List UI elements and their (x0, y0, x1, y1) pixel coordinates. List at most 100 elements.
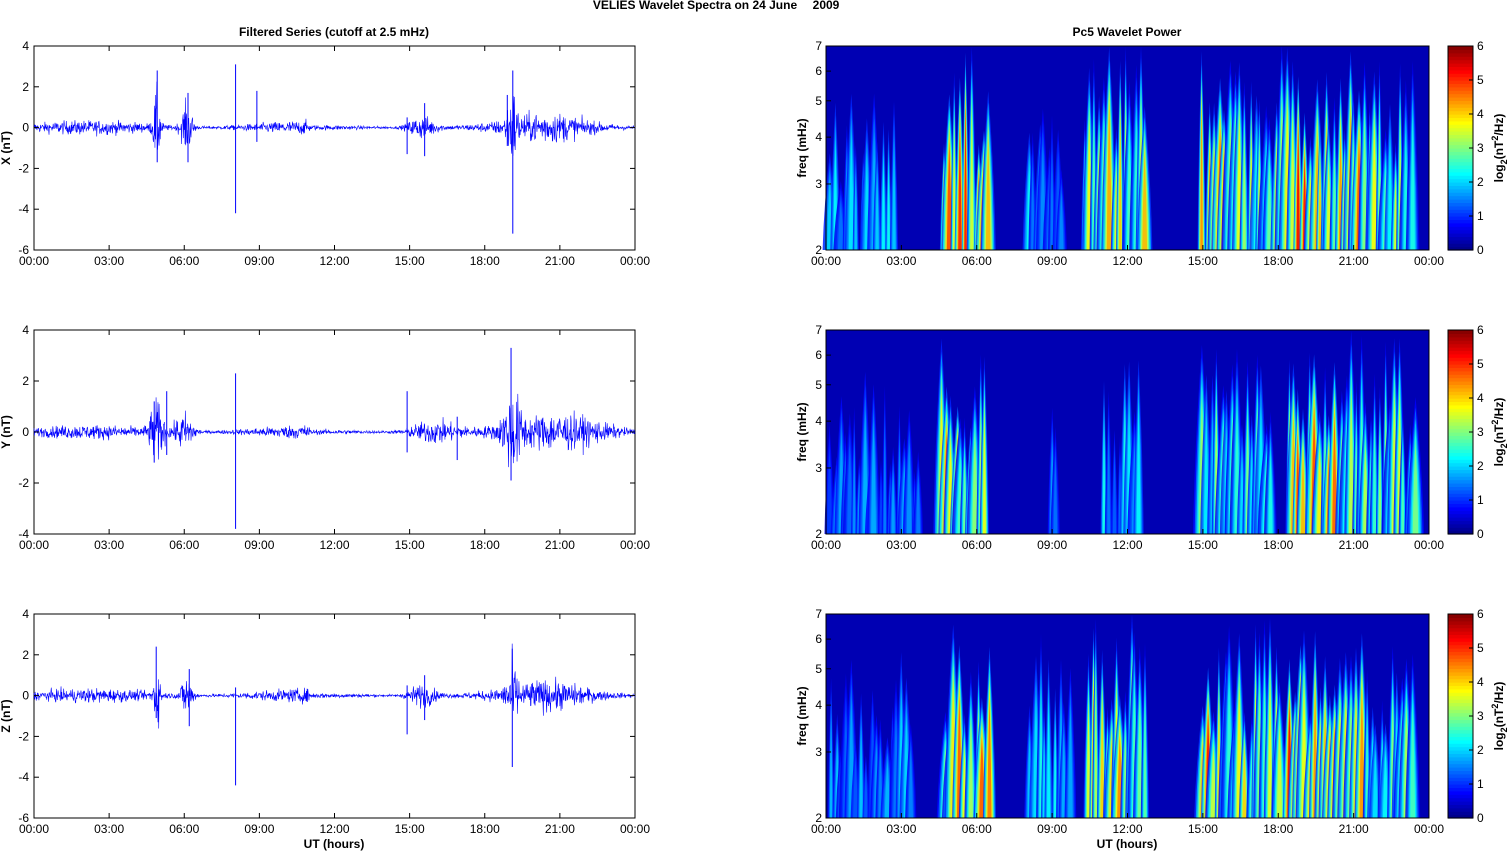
power-streak (1363, 443, 1368, 534)
xtick-label: 00:00 (1414, 254, 1444, 268)
colorbar-segment (1448, 804, 1473, 809)
colorbar-segment (1448, 63, 1473, 67)
freq-tick-label: 5 (815, 94, 822, 108)
colorbar-segment (1448, 627, 1473, 632)
colorbar-segment (1448, 110, 1473, 115)
xtick-label: 21:00 (1339, 254, 1369, 268)
colorbar-segment (1448, 69, 1473, 74)
colorbar-segment (1448, 165, 1473, 169)
power-streak (853, 439, 856, 534)
xtick-label: 00:00 (1414, 538, 1444, 552)
freq-ylabel: freq (mHz) (795, 402, 809, 461)
power-streak (883, 422, 886, 534)
xtick-label: 18:00 (1263, 538, 1293, 552)
colorbar-segment (1448, 705, 1473, 710)
xtick-label: 09:00 (1037, 538, 1067, 552)
ytick-label: -6 (18, 243, 29, 257)
colorbar-segment (1448, 330, 1473, 334)
colorbar-segment (1448, 360, 1473, 365)
power-streak (970, 103, 974, 250)
freq-tick-label: 2 (815, 811, 822, 825)
xtick-label: 15:00 (395, 538, 425, 552)
colorbar-segment (1448, 243, 1473, 248)
colorbar-segment (1448, 384, 1473, 389)
ytick-label: 4 (22, 607, 29, 621)
colorbar-segment (1448, 134, 1473, 139)
freq-tick-label: 6 (815, 348, 822, 362)
xtick-label: 18:00 (470, 538, 500, 552)
xtick-label: 12:00 (319, 822, 349, 836)
colorbar-segment (1448, 229, 1473, 234)
colorbar-segment (1448, 80, 1473, 84)
xtick-label: 15:00 (1188, 822, 1218, 836)
colorbar-tick-label: 5 (1477, 73, 1484, 87)
power-streak (1068, 704, 1073, 818)
colorbar-segment (1448, 452, 1473, 457)
colorbar-segment (1448, 340, 1473, 345)
colorbar-segment (1448, 432, 1473, 436)
colorbar-segment (1448, 333, 1473, 338)
power-streak (1318, 162, 1322, 250)
colorbar-segment (1448, 773, 1473, 778)
right-column-title: Pc5 Wavelet Power (1073, 25, 1182, 39)
colorbar-tick-label: 0 (1477, 527, 1484, 541)
freq-tick-label: 7 (815, 607, 822, 621)
power-streak (1031, 163, 1035, 250)
ytick-label: 2 (22, 374, 29, 388)
colorbar-Z: 0 1 2 3 4 5 6 log2(nT2/Hz) (1447, 607, 1509, 825)
power-streak (1200, 106, 1203, 251)
xtick-label: 06:00 (962, 822, 992, 836)
xtick-label: 00:00 (620, 538, 650, 552)
xtick-label: 18:00 (470, 254, 500, 268)
colorbar-segment (1448, 49, 1473, 54)
colorbar-segment (1448, 510, 1473, 515)
power-streak (1050, 149, 1054, 250)
colorbar-segment (1448, 500, 1473, 504)
xtick-label: 18:00 (1263, 254, 1293, 268)
colorbar-segment (1448, 175, 1473, 180)
colorbar-segment (1448, 780, 1473, 785)
ytick-label: 0 (22, 425, 29, 439)
freq-ylabel: freq (mHz) (795, 118, 809, 177)
colorbar-segment (1448, 654, 1473, 659)
power-streak (1362, 115, 1367, 250)
power-streak (1100, 699, 1104, 818)
colorbar-segment (1448, 425, 1473, 430)
power-streak (887, 160, 890, 250)
power-streak (906, 442, 912, 534)
xtick-label: 03:00 (886, 822, 916, 836)
power-streak (1086, 702, 1091, 818)
power-streak (1276, 724, 1283, 818)
colorbar-segment (1448, 736, 1473, 741)
colorbar-segment (1448, 624, 1473, 629)
power-streak (1373, 421, 1377, 534)
colorbar-segment (1448, 148, 1473, 152)
power-streak (983, 407, 986, 534)
freq-tick-label: 2 (815, 527, 822, 541)
wavelet-heatmap-X (822, 46, 1429, 251)
colorbar-tick-label: 1 (1477, 777, 1484, 791)
colorbar-segment (1448, 216, 1473, 220)
colorbar-segment (1448, 784, 1473, 788)
colorbar-segment (1448, 127, 1473, 132)
ylabel-X: X (nT) (0, 131, 13, 165)
colorbar-segment (1448, 83, 1473, 88)
colorbar-Y: 0 1 2 3 4 5 6 log2(nT2/Hz) (1447, 323, 1509, 541)
power-streak (1268, 673, 1272, 818)
colorbar-segment (1448, 103, 1473, 108)
colorbar-segment (1448, 520, 1473, 525)
xtick-label: 00:00 (1414, 822, 1444, 836)
xtick-label: 09:00 (1037, 254, 1067, 268)
ytick-label: 2 (22, 80, 29, 94)
xtick-label: 15:00 (1188, 538, 1218, 552)
xtick-label: 21:00 (1339, 822, 1369, 836)
xtick-label: 12:00 (1112, 538, 1142, 552)
ytick-label: 4 (22, 323, 29, 337)
xtick-label: 06:00 (962, 538, 992, 552)
xtick-label: 03:00 (94, 538, 124, 552)
colorbar-segment (1448, 394, 1473, 399)
power-streak (827, 445, 832, 534)
power-streak (972, 431, 978, 534)
colorbar-segment (1448, 185, 1473, 190)
colorbar-segment (1448, 161, 1473, 166)
